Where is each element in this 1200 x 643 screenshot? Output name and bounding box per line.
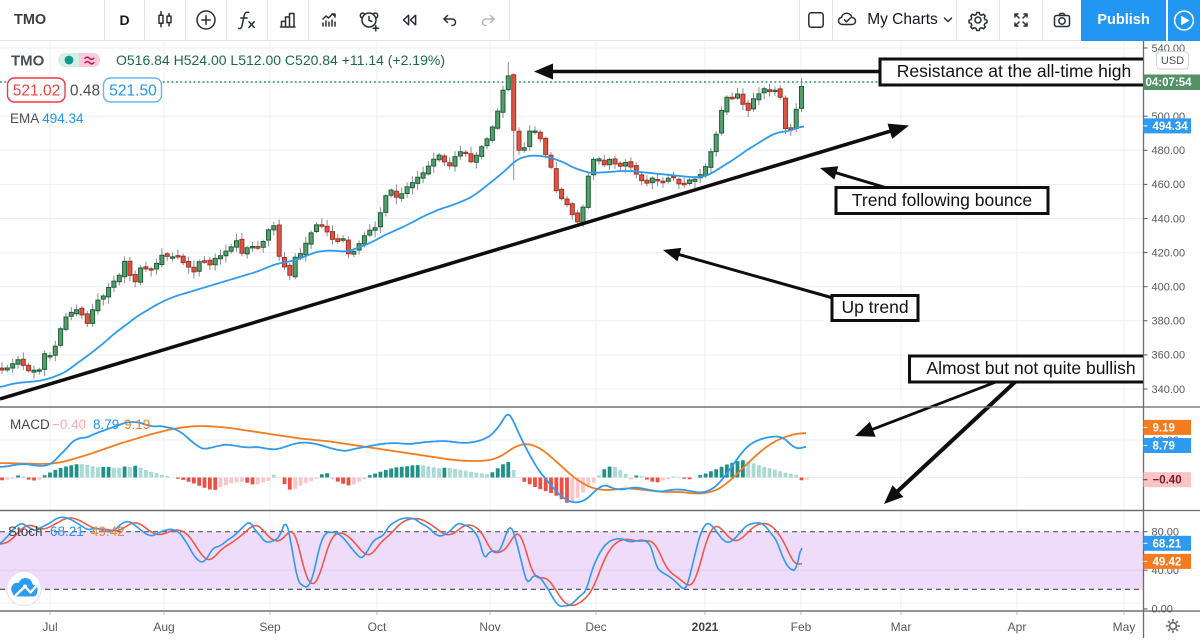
svg-text:Stoch: Stoch <box>8 524 43 539</box>
svg-text:May: May <box>1113 620 1136 634</box>
svg-text:68.21: 68.21 <box>1153 538 1182 550</box>
svg-text:−0.40: −0.40 <box>1153 475 1182 487</box>
svg-text:49.42: 49.42 <box>1153 556 1182 568</box>
svg-text:8.79: 8.79 <box>1153 441 1175 453</box>
svg-text:Aug: Aug <box>153 620 174 634</box>
svg-text:521.50: 521.50 <box>109 83 157 100</box>
svg-text:Feb: Feb <box>791 620 812 634</box>
svg-text:−0.40: −0.40 <box>52 417 86 432</box>
svg-text:Apr: Apr <box>1008 620 1027 634</box>
svg-text:Jul: Jul <box>42 620 57 634</box>
svg-text:Almost but not quite bullish: Almost but not quite bullish <box>926 358 1135 378</box>
svg-text:8.79: 8.79 <box>93 417 119 432</box>
svg-text:MACD: MACD <box>10 417 50 432</box>
svg-text:420.00: 420.00 <box>1152 247 1186 259</box>
svg-text:2021: 2021 <box>692 620 719 634</box>
svg-text:340.00: 340.00 <box>1152 384 1186 396</box>
svg-text:Oct: Oct <box>368 620 387 634</box>
svg-text:9.19: 9.19 <box>1153 422 1175 434</box>
svg-text:400.00: 400.00 <box>1152 282 1186 294</box>
svg-text:EMA 494.34: EMA 494.34 <box>10 111 84 126</box>
svg-text:380.00: 380.00 <box>1152 316 1186 328</box>
svg-text:521.02: 521.02 <box>13 83 60 100</box>
svg-text:Sep: Sep <box>259 620 281 634</box>
svg-text:TMO: TMO <box>11 53 45 70</box>
svg-text:494.34: 494.34 <box>1153 121 1189 133</box>
svg-text:Up trend: Up trend <box>841 297 908 317</box>
svg-text:04:07:54: 04:07:54 <box>1146 77 1193 89</box>
svg-text:480.00: 480.00 <box>1152 145 1186 157</box>
svg-text:O516.84 H524.00 L512.00 C520.8: O516.84 H524.00 L512.00 C520.84 +11.14 (… <box>116 52 445 68</box>
svg-text:Mar: Mar <box>891 620 912 634</box>
svg-text:440.00: 440.00 <box>1152 213 1186 225</box>
svg-text:Nov: Nov <box>479 620 500 634</box>
svg-text:Trend following bounce: Trend following bounce <box>852 190 1032 210</box>
svg-text:49.42: 49.42 <box>91 524 125 539</box>
svg-text:Resistance at the all-time hig: Resistance at the all-time high <box>897 61 1131 81</box>
svg-text:460.00: 460.00 <box>1152 179 1186 191</box>
svg-text:0.00: 0.00 <box>1152 604 1173 616</box>
svg-text:68.21: 68.21 <box>50 524 84 539</box>
svg-text:9.19: 9.19 <box>124 417 150 432</box>
svg-text:Dec: Dec <box>585 620 606 634</box>
svg-text:USD: USD <box>1161 55 1184 67</box>
svg-text:360.00: 360.00 <box>1152 350 1186 362</box>
svg-text:0.48: 0.48 <box>70 83 100 100</box>
